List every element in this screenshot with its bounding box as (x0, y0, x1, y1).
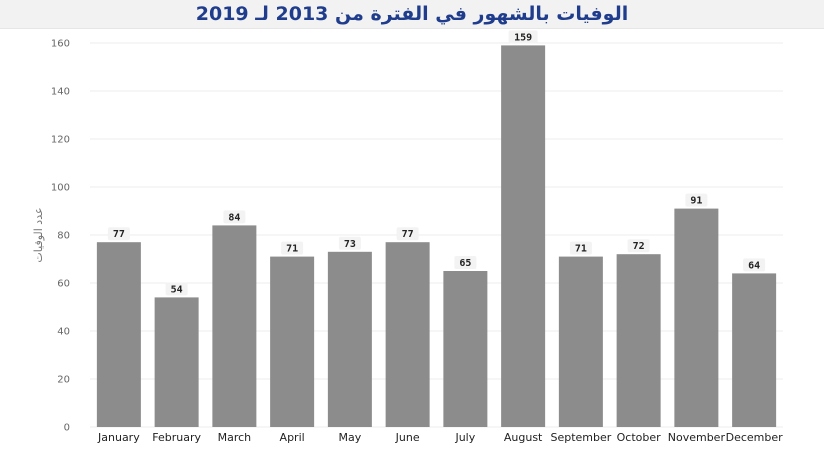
data-label-background (165, 282, 188, 296)
data-label-background (685, 193, 708, 207)
data-label: 71 (575, 244, 587, 255)
x-tick-label: December (726, 431, 784, 444)
y-tick-label: 60 (57, 279, 70, 290)
bar (732, 273, 777, 427)
data-label: 77 (113, 229, 125, 240)
x-tick-label: October (617, 431, 661, 444)
x-tick-label: April (280, 431, 305, 444)
bar (154, 297, 199, 427)
bars (96, 45, 777, 428)
bar (385, 242, 430, 427)
data-label: 91 (690, 196, 702, 207)
x-tick-label: September (550, 431, 611, 444)
data-label-background (508, 30, 538, 44)
data-label: 84 (228, 212, 240, 223)
bar (96, 242, 141, 427)
bar (270, 256, 315, 427)
gridlines (90, 42, 783, 428)
data-label: 77 (402, 229, 414, 240)
x-tick-label: June (395, 431, 420, 444)
data-label: 71 (286, 244, 298, 255)
data-label-background (454, 256, 477, 269)
bar (443, 271, 488, 427)
y-tick-label: 20 (57, 375, 70, 386)
x-tick-label: February (152, 431, 201, 444)
bar (327, 251, 372, 427)
data-label-background (743, 258, 766, 272)
data-label: 54 (171, 284, 183, 295)
data-labels: 77 54 84 71 73 77 65 159 71 72 91 64 (107, 30, 766, 296)
bar (501, 45, 546, 428)
y-tick-label: 80 (57, 231, 70, 242)
data-label: 65 (459, 258, 471, 269)
x-tick-label: July (454, 431, 475, 444)
y-tick-label: 160 (51, 39, 70, 50)
y-axis-label: عدد الوفيات (32, 207, 45, 262)
y-tick-label: 40 (57, 327, 70, 338)
data-label-background (627, 239, 650, 253)
data-label-background (338, 236, 361, 250)
x-tick-label: March (218, 431, 252, 444)
chart-title: الوفيات بالشهور في الفترة من 2013 لـ 201… (195, 3, 629, 25)
bar (212, 225, 257, 427)
y-tick-label: 0 (64, 423, 70, 434)
y-axis-ticks: 0 20 40 60 80 100 120 140 160 (51, 39, 70, 434)
data-label-background (569, 241, 592, 255)
data-label: 159 (514, 32, 532, 43)
x-tick-label: August (504, 431, 543, 444)
x-axis-ticks: January February March April May June July Augu… (97, 431, 783, 444)
x-tick-label: January (97, 431, 140, 444)
data-label: 64 (748, 260, 760, 271)
data-label-background (223, 210, 246, 224)
x-tick-label: May (339, 431, 362, 444)
y-tick-label: 100 (51, 183, 70, 194)
data-label: 72 (633, 241, 645, 252)
bar (616, 254, 661, 427)
bar (674, 208, 719, 427)
title-bar: الوفيات بالشهور في الفترة من 2013 لـ 201… (0, 0, 824, 29)
data-label-background (107, 227, 130, 241)
y-tick-label: 140 (51, 87, 70, 98)
y-tick-label: 120 (51, 135, 70, 146)
bar (558, 256, 603, 427)
x-tick-label: November (668, 431, 726, 444)
data-label-background (396, 227, 419, 241)
data-label: 73 (344, 239, 356, 250)
data-label-background (281, 241, 304, 255)
